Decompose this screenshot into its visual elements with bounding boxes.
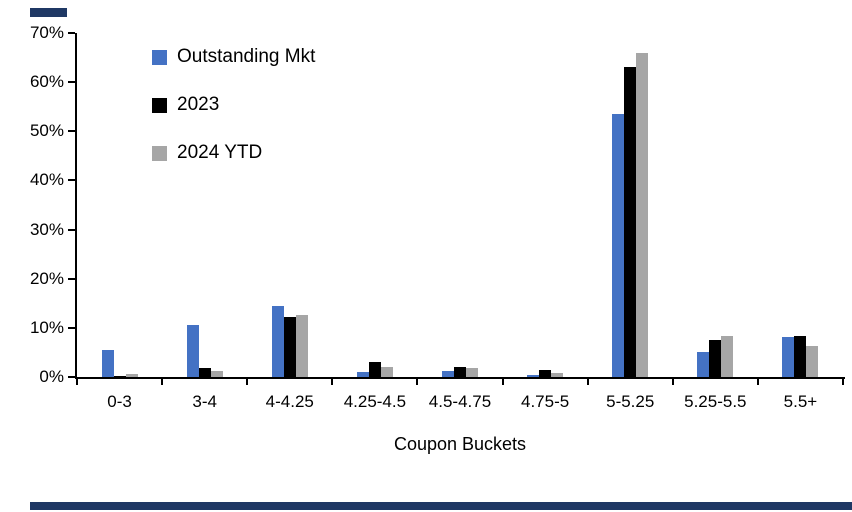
bar — [612, 114, 625, 377]
y-tick-label: 0% — [39, 367, 64, 386]
legend-item: 2023 — [152, 94, 315, 116]
x-tick-label: 4-4.25 — [265, 392, 314, 411]
y-tick-label: 50% — [29, 121, 64, 141]
y-tick-mark — [68, 179, 75, 182]
y-tick-label: 40% — [29, 170, 64, 190]
y-tick-label: 30% — [29, 219, 64, 239]
bar — [283, 316, 296, 377]
bar — [539, 370, 552, 377]
y-tick-mark — [68, 81, 75, 84]
y-tick-label: 60% — [29, 72, 64, 92]
top-accent-bar — [30, 8, 67, 17]
bar — [186, 325, 199, 377]
category-group — [162, 33, 247, 377]
x-axis-title: Coupon Buckets — [393, 434, 527, 454]
bar — [441, 370, 454, 377]
x-axis-ticks — [76, 379, 844, 385]
bar — [453, 367, 466, 377]
bar — [113, 376, 126, 377]
y-tick-label: 70% — [29, 23, 64, 42]
bar — [551, 373, 564, 377]
legend-label: 2024 YTD — [177, 142, 263, 163]
bar — [101, 349, 114, 377]
category-group — [673, 33, 758, 377]
bar — [636, 52, 649, 377]
y-tick-label: 20% — [29, 268, 64, 288]
category-group — [417, 33, 502, 377]
bar — [198, 368, 211, 377]
x-tick-mark — [76, 379, 78, 385]
category-group — [247, 33, 332, 377]
category-group — [77, 33, 162, 377]
x-tick-mark — [586, 379, 589, 385]
x-tick-mark — [331, 379, 334, 385]
bar — [356, 372, 369, 377]
legend-label: 2023 — [177, 94, 220, 115]
x-tick-mark — [416, 379, 419, 385]
x-tick-label: 0-3 — [107, 392, 132, 411]
x-tick-label: 3-4 — [192, 392, 217, 411]
y-tick-mark — [68, 376, 75, 378]
x-tick-label: 5.25-5.5 — [684, 392, 747, 411]
bar — [380, 367, 393, 377]
x-tick-mark — [246, 379, 249, 385]
y-tick-mark — [68, 228, 75, 231]
plot-area — [77, 33, 843, 377]
legend-swatch-icon — [152, 97, 167, 113]
x-tick-mark — [501, 379, 504, 385]
y-tick-label: 10% — [29, 317, 64, 337]
bar — [465, 368, 478, 377]
bar — [271, 305, 284, 377]
category-group — [588, 33, 673, 377]
y-tick-mark — [68, 32, 75, 34]
y-axis-ticks — [68, 32, 75, 378]
bar — [782, 336, 795, 377]
y-axis-line — [75, 33, 77, 379]
bar — [210, 371, 223, 377]
bottom-accent-bar — [30, 502, 852, 510]
x-tick-mark — [842, 379, 844, 385]
category-group — [332, 33, 417, 377]
legend-item: Outstanding Mkt — [152, 46, 315, 68]
y-tick-mark — [68, 326, 75, 329]
bar — [624, 67, 637, 377]
bar — [806, 346, 819, 377]
bar — [295, 315, 308, 377]
y-tick-mark — [68, 277, 75, 280]
legend-swatch-icon — [152, 145, 167, 161]
bar — [527, 374, 540, 377]
legend: Outstanding Mkt 2023 2024 YTD — [152, 46, 315, 190]
y-axis-labels: 0% 10% 20% 30% 40% 50% 60% 70% — [6, 23, 64, 386]
x-tick-label: 4.25-4.5 — [343, 392, 407, 411]
bar — [125, 374, 138, 377]
x-tick-label: 4.5-4.75 — [428, 392, 492, 411]
x-tick-mark — [161, 379, 164, 385]
legend-label: Outstanding Mkt — [177, 46, 316, 67]
y-tick-mark — [68, 130, 75, 133]
bar — [697, 352, 710, 377]
x-axis-labels: 0-3 3-4 4-4.25 4.25-4.5 4.5-4.75 4.75-5 5-5.25… — [77, 392, 843, 412]
x-tick-label: 4.75-5 — [521, 392, 570, 411]
category-group — [758, 33, 843, 377]
bar — [368, 362, 381, 377]
bar — [709, 340, 722, 377]
legend-swatch-icon — [152, 49, 167, 65]
x-tick-mark — [756, 379, 759, 385]
x-tick-label: 5-5.25 — [606, 392, 655, 411]
bar — [794, 336, 807, 377]
x-axis-line — [75, 377, 845, 379]
bar — [721, 336, 734, 377]
x-tick-label: 5.5+ — [783, 392, 818, 411]
legend-item: 2024 YTD — [152, 142, 315, 164]
category-group — [503, 33, 588, 377]
x-tick-mark — [671, 379, 674, 385]
